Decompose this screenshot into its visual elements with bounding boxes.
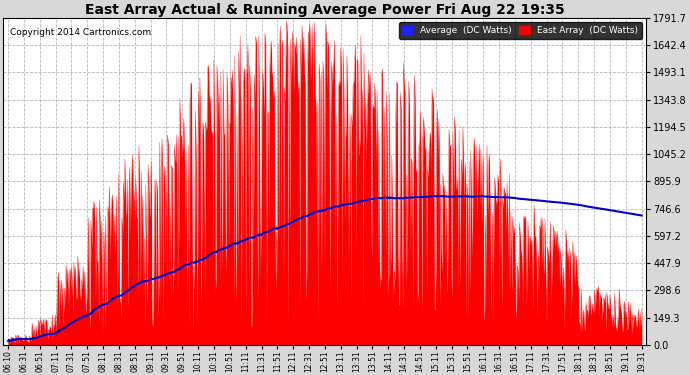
Legend: Average  (DC Watts), East Array  (DC Watts): Average (DC Watts), East Array (DC Watts… <box>399 22 642 39</box>
Text: Copyright 2014 Cartronics.com: Copyright 2014 Cartronics.com <box>10 28 151 37</box>
Title: East Array Actual & Running Average Power Fri Aug 22 19:35: East Array Actual & Running Average Powe… <box>85 3 564 17</box>
